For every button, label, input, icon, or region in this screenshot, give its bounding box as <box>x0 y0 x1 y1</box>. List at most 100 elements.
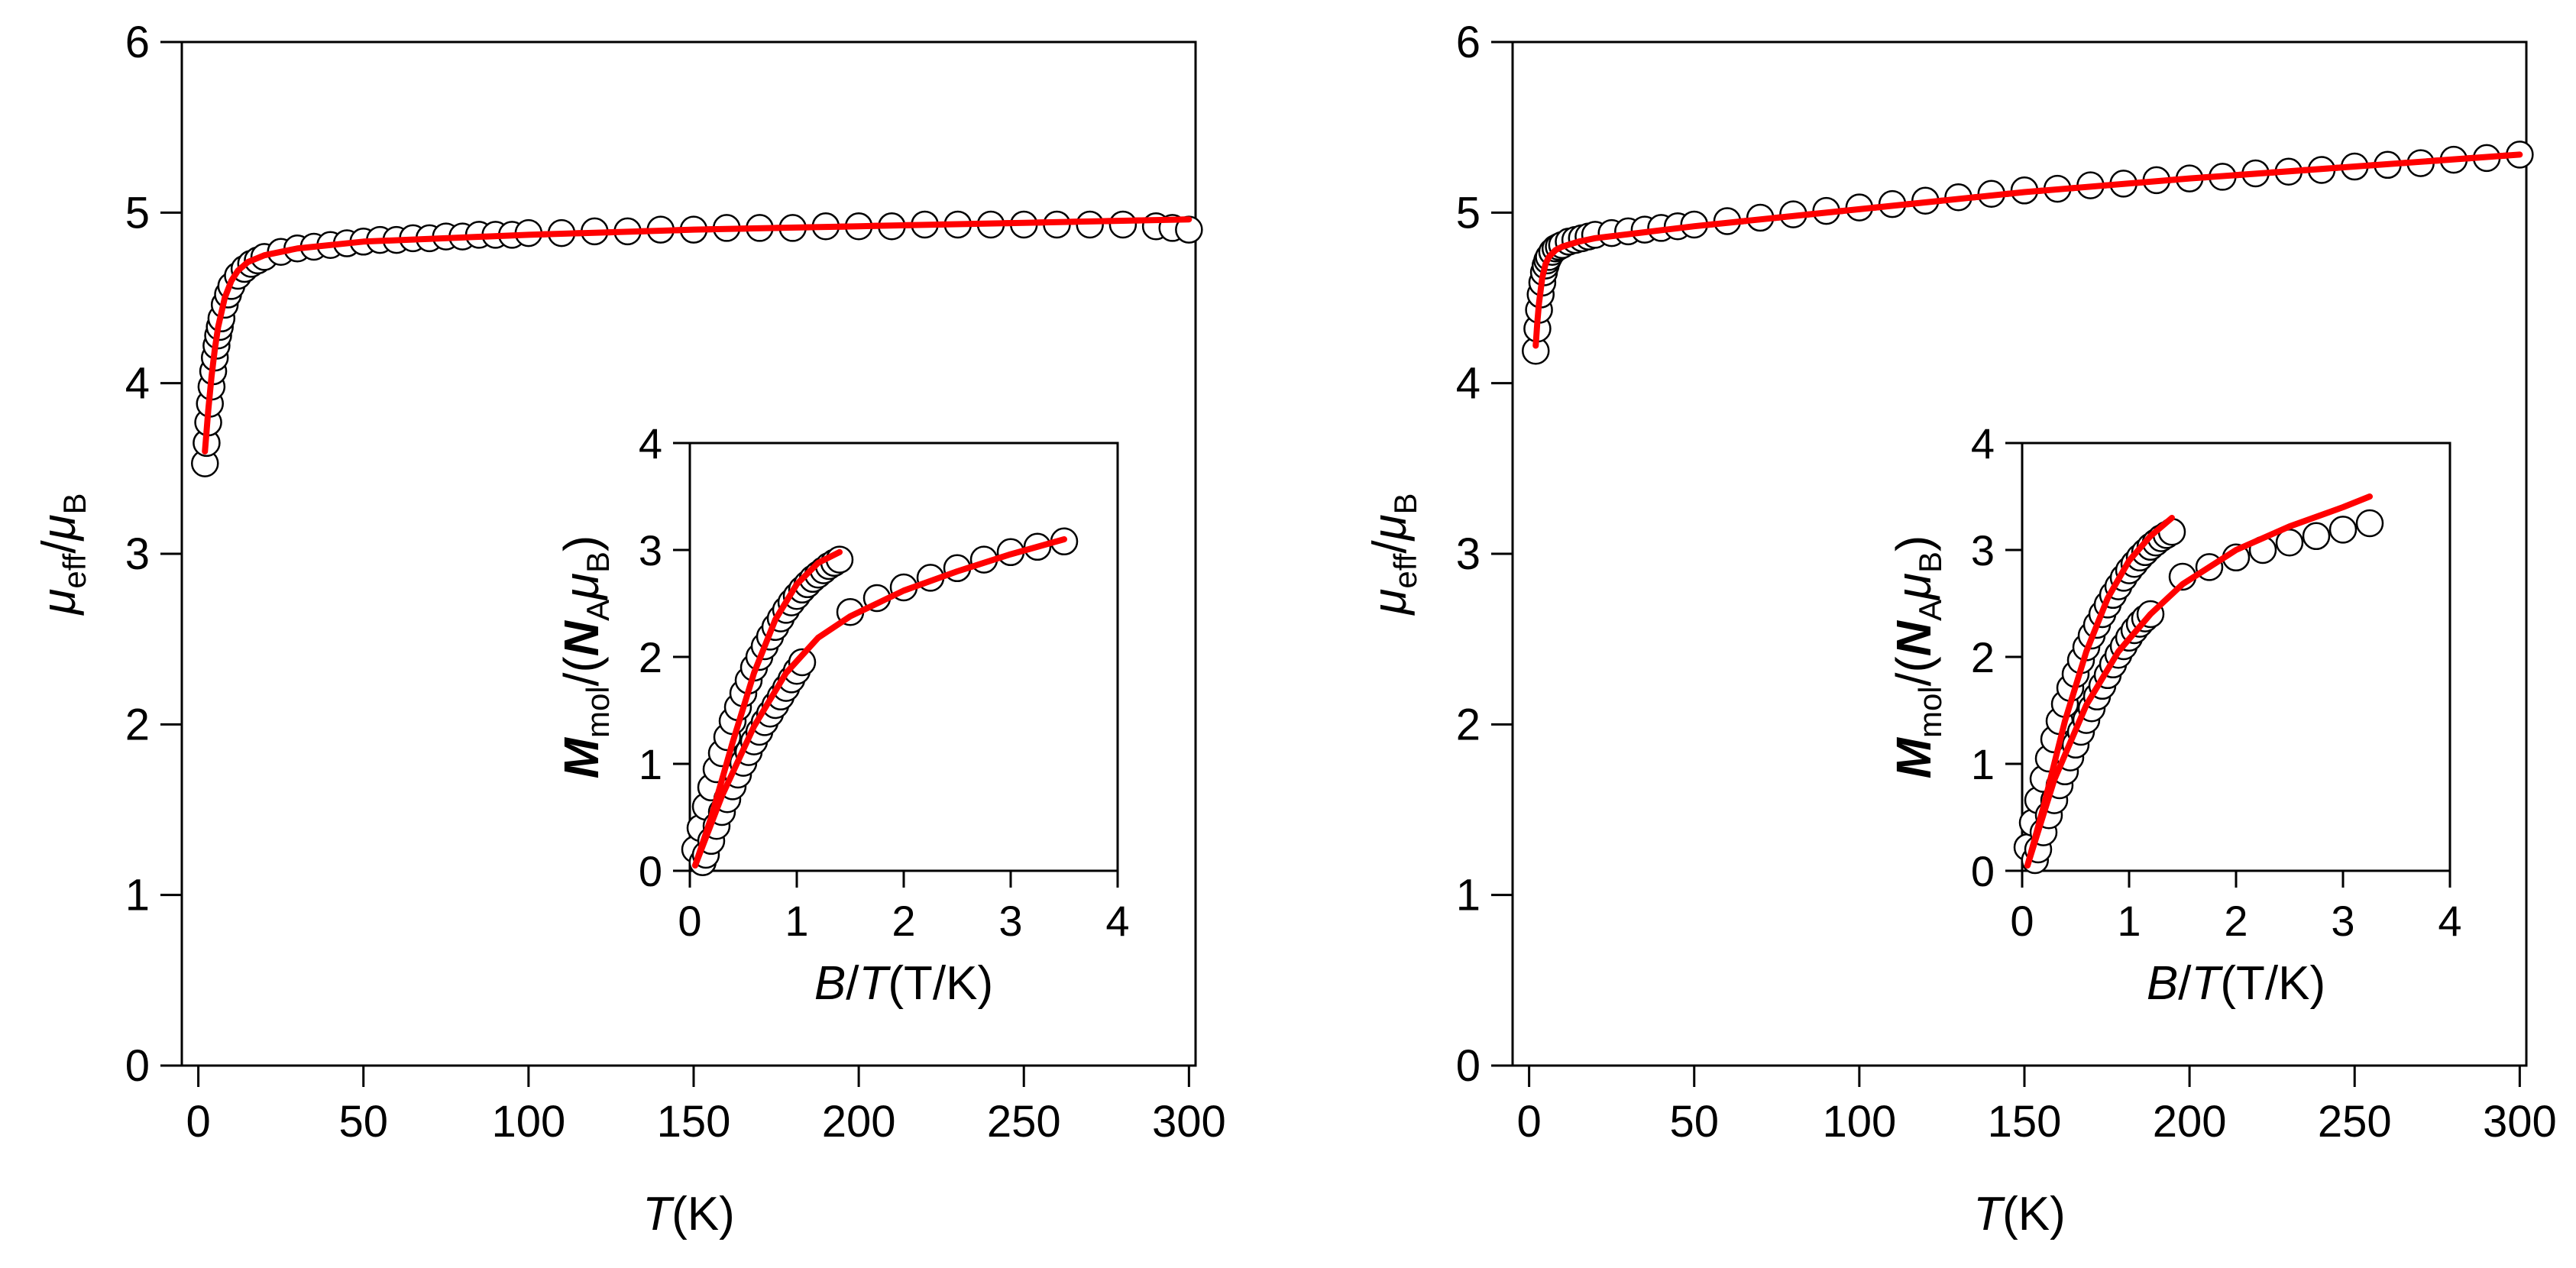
y-label-mu2: μ <box>33 514 86 542</box>
x-tick-label: 200 <box>822 1097 896 1147</box>
y-label-mu: μ <box>1364 589 1416 616</box>
y-tick-label: 6 <box>1456 18 1481 67</box>
inset-y-mu: μ <box>1886 573 1941 601</box>
inset-fit-line <box>692 548 843 869</box>
y-label-mu: μ <box>33 589 86 616</box>
y-label-sub-eff: eff <box>57 553 92 588</box>
inset-y-tick-label: 0 <box>639 847 662 895</box>
x-tick-label: 300 <box>1152 1097 1226 1147</box>
y-label-sub-b: B <box>1387 493 1423 514</box>
x-tick-label: 100 <box>1822 1097 1896 1147</box>
y-tick-label: 0 <box>125 1041 150 1091</box>
inset-y-tick-label: 1 <box>639 740 662 788</box>
inset-y-tick-label: 0 <box>1971 847 1995 895</box>
x-tick-label: 0 <box>1516 1097 1541 1147</box>
inset-x-b: B <box>2147 957 2178 1010</box>
x-axis-unit: (K) <box>672 1188 735 1241</box>
inset-fit-line <box>692 536 1067 869</box>
inset-x-slash: / <box>846 957 859 1010</box>
x-tick-label: 250 <box>987 1097 1061 1147</box>
y-tick-label: 2 <box>1456 700 1481 749</box>
inset-y-sub-a: A <box>580 600 616 621</box>
inset-y-sub-b: B <box>580 552 616 573</box>
x-tick-label: 100 <box>491 1097 565 1147</box>
x-axis-symbol: T <box>1973 1188 2005 1241</box>
y-tick-label: 3 <box>1456 529 1481 579</box>
data-point <box>1108 210 1138 239</box>
inset-x-t: T <box>2191 957 2223 1010</box>
inset-y-sub-a: A <box>1912 600 1948 621</box>
inset-y-axis-label: Mmol/(NAμB) <box>554 535 616 779</box>
y-tick-label: 4 <box>1456 359 1481 409</box>
inset-y-axis-label: Mmol/(NAμB) <box>1886 535 1948 779</box>
inset-data-point <box>788 648 817 677</box>
x-tick-label: 150 <box>1988 1097 2062 1147</box>
inset-y-mu: μ <box>554 573 609 601</box>
inset-data-point <box>2355 509 2384 538</box>
inset-x-tick-label: 1 <box>2117 897 2141 945</box>
inset-x-tick-label: 4 <box>1105 897 1129 945</box>
x-axis-unit: (K) <box>2002 1188 2066 1241</box>
inset-y-n: N <box>1886 619 1941 656</box>
inset-x-tick-label: 0 <box>678 897 701 945</box>
inset-x-axis-label: B/T(T/K) <box>2147 957 2325 1010</box>
inset-y-m: M <box>554 736 609 778</box>
y-label-mu2: μ <box>1364 514 1416 542</box>
y-label-sub-eff: eff <box>1387 553 1423 588</box>
inset-y-tick-label: 2 <box>639 633 662 681</box>
inset-x-tick-label: 3 <box>998 897 1022 945</box>
inset-y-tick-label: 2 <box>1971 633 1995 681</box>
y-tick-label: 5 <box>1456 188 1481 238</box>
x-tick-label: 0 <box>186 1097 210 1147</box>
inset-fit-line <box>2024 515 2175 869</box>
inset-x-tick-label: 0 <box>2010 897 2034 945</box>
inset-y-sub-mol: mol <box>580 686 616 738</box>
inset-y-sub-mol: mol <box>1912 686 1948 738</box>
inset-fit-line <box>2024 493 2373 869</box>
inset-data-point <box>2328 516 2358 544</box>
fit-line-overlay <box>202 216 1193 454</box>
inset-y-tick-label: 3 <box>639 526 662 574</box>
y-tick-label: 2 <box>125 700 150 749</box>
x-axis-label: T(K) <box>642 1188 735 1241</box>
inset-x-unit: (T/K) <box>2220 957 2325 1010</box>
x-axis-symbol: T <box>642 1188 675 1241</box>
y-axis-label: μeff/μB <box>33 493 92 616</box>
inset-y-close: ) <box>1886 535 1941 552</box>
y-tick-label: 3 <box>125 529 150 579</box>
inset-x-tick-label: 3 <box>2331 897 2354 945</box>
inset-y-sub-b: B <box>1912 552 1948 573</box>
y-tick-label: 5 <box>125 188 150 238</box>
inset-y-n: N <box>554 619 609 656</box>
y-tick-label: 6 <box>125 18 150 67</box>
inset-x-unit: (T/K) <box>888 957 993 1010</box>
inset-y-tick-label: 4 <box>639 419 662 467</box>
x-tick-label: 300 <box>2483 1097 2557 1147</box>
y-tick-label: 0 <box>1456 1041 1481 1091</box>
inset-y-tick-label: 4 <box>1971 419 1995 467</box>
y-label-slash: / <box>1364 540 1416 554</box>
y-label-sub-b: B <box>57 493 92 514</box>
inset-y-paren: /( <box>554 656 609 686</box>
inset-y-m: M <box>1886 736 1941 778</box>
inset-x-tick-label: 1 <box>785 897 808 945</box>
inset-x-t: T <box>859 957 891 1010</box>
inset-data-point <box>2302 522 2331 551</box>
inset-x-axis-label: B/T(T/K) <box>814 957 993 1010</box>
fit-line-overlay <box>1532 151 2523 349</box>
y-axis-label: μeff/μB <box>1364 493 1423 616</box>
inset-x-tick-label: 4 <box>2438 897 2461 945</box>
inset-x-tick-label: 2 <box>2224 897 2248 945</box>
inset-x-slash: / <box>2178 957 2192 1010</box>
y-tick-label: 4 <box>125 359 150 409</box>
y-tick-label: 1 <box>125 871 150 920</box>
x-tick-label: 250 <box>2318 1097 2392 1147</box>
x-axis-label: T(K) <box>1973 1188 2066 1241</box>
inset-x-b: B <box>814 957 846 1010</box>
x-tick-label: 200 <box>2153 1097 2227 1147</box>
